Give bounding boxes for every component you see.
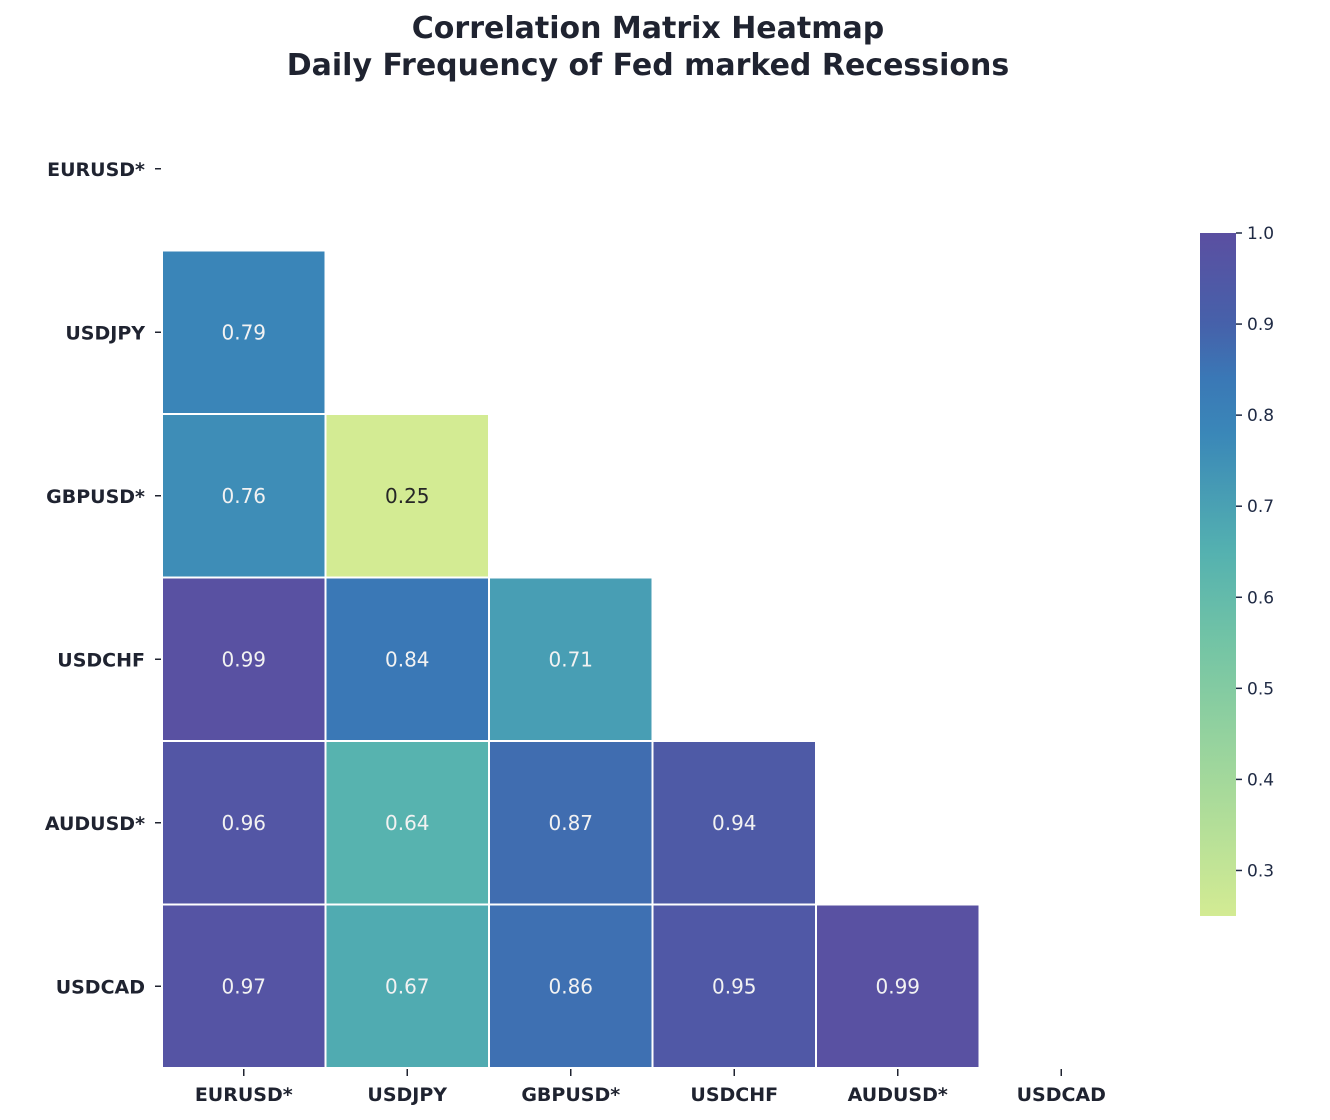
y-tick-label: USDCAD: [56, 976, 145, 998]
colorbar-tick-label: 0.3: [1247, 861, 1274, 881]
y-tick-label: GBPUSD*: [46, 486, 145, 508]
heatmap-cell: [815, 903, 981, 1069]
cell-value-label: 0.84: [385, 647, 430, 671]
colorbar-tick-label: 0.7: [1247, 497, 1274, 517]
y-tick-label: USDJPY: [65, 322, 145, 344]
heatmap-cell: [324, 740, 490, 906]
x-axis-labels: EURUSD* USDJPY GBPUSD* USDCHF AUDUSD* USDCAD: [195, 1069, 1106, 1106]
cell-value-label: 0.79: [221, 320, 266, 344]
cell-value-label: 0.95: [712, 974, 757, 998]
chart-subtitle: Daily Frequency of Fed marked Recessions: [287, 48, 1010, 83]
cell-value-label: 0.99: [221, 647, 266, 671]
x-tick-label: AUDUSD*: [848, 1084, 948, 1106]
x-tick-label: USDCAD: [1017, 1084, 1106, 1106]
x-tick-label: GBPUSD*: [521, 1084, 620, 1106]
chart-title: Correlation Matrix Heatmap: [412, 11, 884, 46]
heatmap-cell: [488, 903, 654, 1069]
cell-value-label: 0.86: [548, 974, 593, 998]
heatmap-cell: [324, 576, 490, 742]
cell-value-label: 0.71: [548, 647, 593, 671]
x-tick-label: EURUSD*: [195, 1084, 293, 1106]
colorbar-tick-label: 0.6: [1247, 588, 1274, 608]
colorbar-tick-label: 0.5: [1247, 679, 1274, 699]
x-tick-label: USDCHF: [690, 1084, 778, 1106]
colorbar-tick-label: 0.9: [1247, 315, 1274, 335]
heatmap-cell: [651, 740, 817, 906]
y-tick-label: USDCHF: [57, 649, 145, 671]
colorbar-tick-label: 0.8: [1247, 406, 1274, 426]
colorbar-tick-label: 1.0: [1247, 224, 1274, 244]
cell-value-label: 0.96: [221, 811, 266, 835]
heatmap-cell: [324, 903, 490, 1069]
colorbar-tick-label: 0.4: [1247, 770, 1274, 790]
heatmap-cell: [161, 576, 327, 742]
heatmap-cell: [651, 903, 817, 1069]
y-axis-labels: EURUSD* USDJPY GBPUSD* USDCHF AUDUSD* USDCAD: [45, 159, 161, 998]
heatmap-cell: [324, 413, 490, 579]
cell-value-label: 0.25: [385, 484, 430, 508]
cell-value-label: 0.87: [548, 811, 593, 835]
cell-value-label: 0.76: [221, 484, 266, 508]
heatmap-cell: [161, 413, 327, 579]
cell-value-label: 0.99: [875, 974, 920, 998]
x-tick-label: USDJPY: [367, 1084, 447, 1106]
heatmap-cell: [161, 249, 327, 415]
heatmap-cell: [488, 576, 654, 742]
cell-value-label: 0.64: [385, 811, 430, 835]
cell-value-label: 0.67: [385, 974, 430, 998]
colorbar-gradient: [1200, 233, 1236, 916]
heatmap-cells: 0.79 0.76 0.25 0.99 0.84 0.71 0.96 0.64 0.87 0.94…: [161, 249, 981, 1069]
colorbar: 0.3 0.4 0.5 0.6 0.7 0.8 0.9 1.0: [1200, 224, 1274, 916]
y-tick-label: AUDUSD*: [45, 813, 145, 835]
cell-value-label: 0.97: [221, 974, 266, 998]
y-tick-label: EURUSD*: [47, 159, 145, 181]
cell-value-label: 0.94: [712, 811, 757, 835]
